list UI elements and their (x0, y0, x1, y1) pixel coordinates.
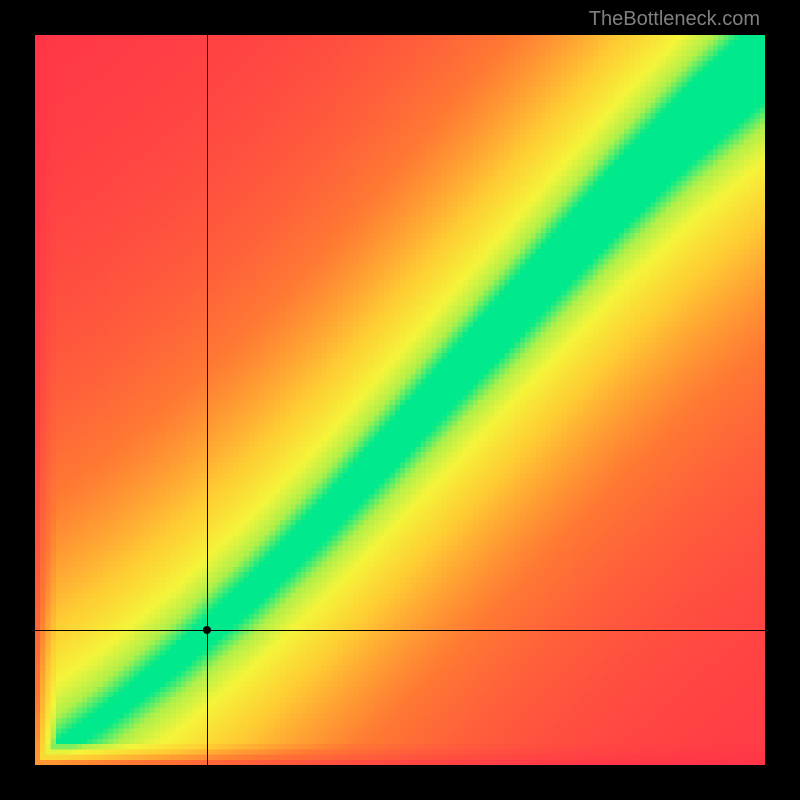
watermark-text: TheBottleneck.com (589, 8, 760, 31)
crosshair-vertical (207, 35, 208, 765)
heatmap-canvas (35, 35, 765, 765)
crosshair-horizontal (35, 630, 765, 631)
crosshair-marker (203, 626, 211, 634)
heatmap-plot (35, 35, 765, 765)
